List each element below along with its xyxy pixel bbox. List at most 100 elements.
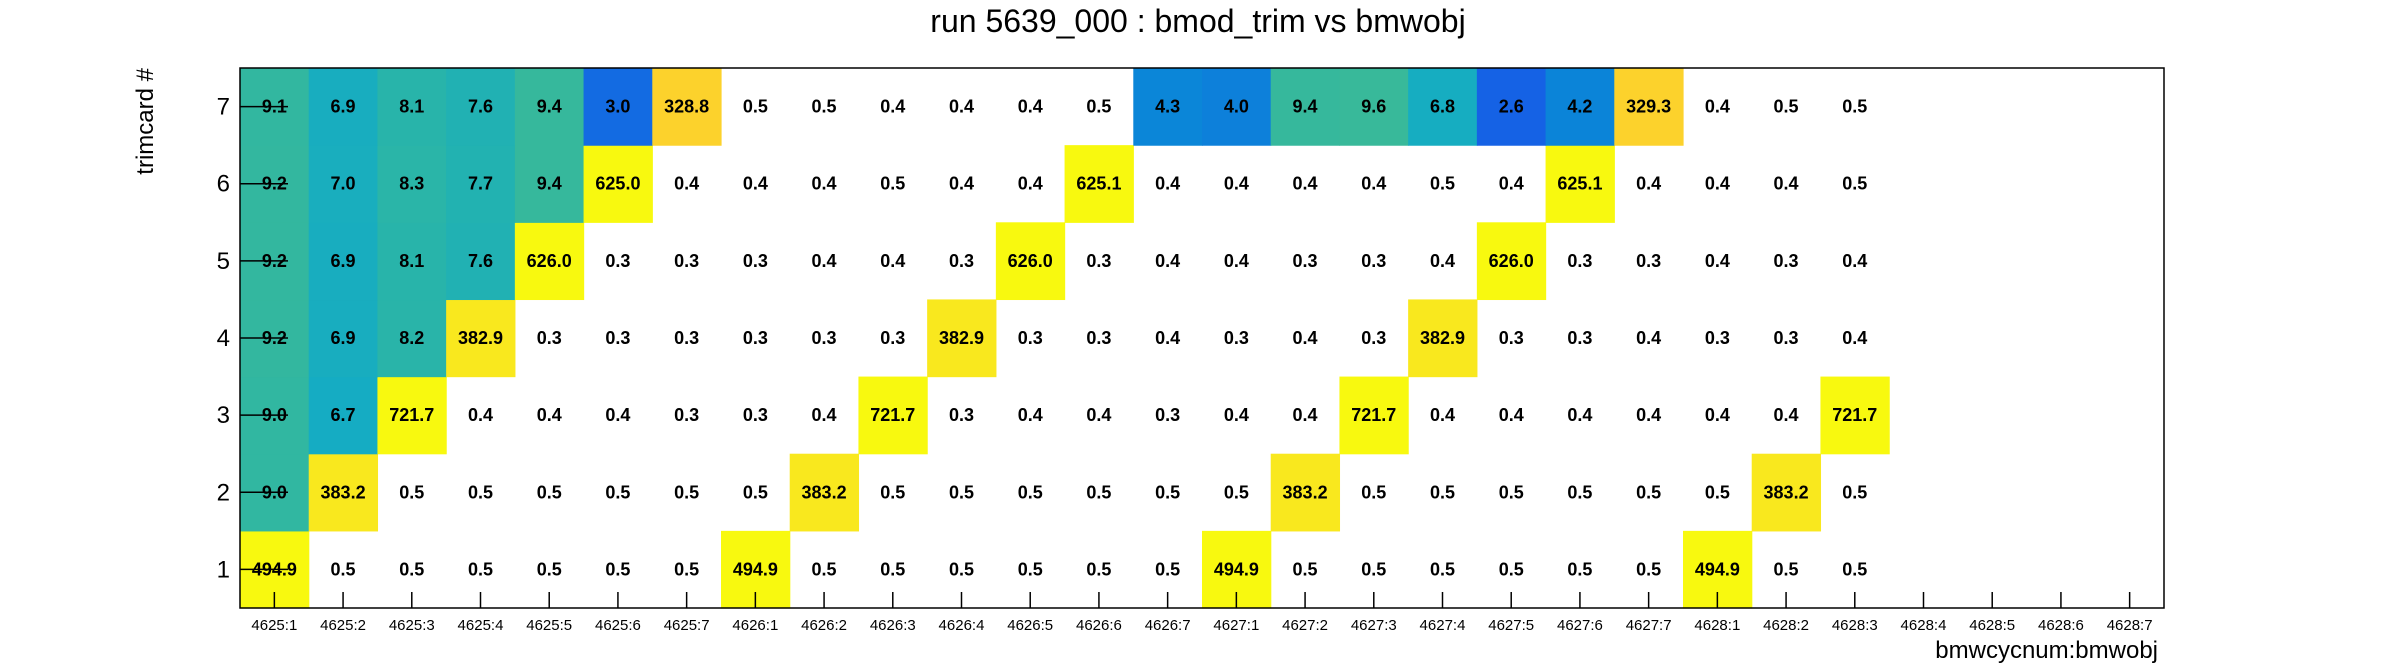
cell-value-label: 0.4 [1705, 174, 1730, 194]
heatmap-cell [789, 453, 860, 532]
y-tick-label: 2 [217, 479, 230, 506]
heatmap-cell [1202, 68, 1272, 146]
heatmap-cell [1339, 376, 1409, 455]
cell-value-label: 0.5 [1155, 559, 1180, 579]
cell-value-label: 0.5 [331, 559, 356, 579]
cell-value-label: 0.5 [1018, 559, 1043, 579]
cell-value-label: 0.4 [468, 405, 493, 425]
cell-value-label: 4.3 [1155, 97, 1180, 117]
cell-value-label: 626.0 [527, 251, 572, 271]
cell-value-label: 0.5 [1636, 482, 1661, 502]
cell-value-label: 0.4 [1018, 97, 1043, 117]
cell-value-label: 0.4 [1224, 405, 1249, 425]
cell-value-label: 0.5 [743, 482, 768, 502]
cell-value-label: 0.4 [812, 251, 837, 271]
heatmap-cell [995, 222, 1066, 301]
cell-value-label: 0.3 [1499, 328, 1524, 348]
cell-value-label: 0.5 [949, 559, 974, 579]
heatmap-cell [1408, 299, 1478, 378]
x-tick-label: 4625:4 [458, 617, 504, 634]
cell-value-label: 9.4 [537, 97, 562, 117]
cell-value-label: 383.2 [321, 482, 366, 502]
cell-value-label: 0.4 [812, 405, 837, 425]
cell-value-label: 0.5 [1842, 559, 1867, 579]
x-tick-label: 4625:1 [251, 617, 297, 634]
heatmap-cell [1476, 222, 1547, 301]
cell-value-label: 0.3 [605, 251, 630, 271]
cell-value-label: 0.4 [1499, 174, 1524, 194]
x-tick-label: 4628:5 [1969, 617, 2015, 634]
y-axis: 1 2 3 4 5 6 7 [217, 94, 288, 583]
heatmap-cell [377, 68, 447, 146]
cell-value-label: 0.4 [1636, 328, 1661, 348]
cell-value-label: 0.5 [1842, 97, 1867, 117]
cell-value-label: 626.0 [1008, 251, 1053, 271]
x-tick-label: 4627:2 [1282, 617, 1328, 634]
cell-value-label: 0.4 [537, 405, 562, 425]
x-tick-label: 4626:4 [939, 617, 985, 634]
x-tick-label: 4625:6 [595, 617, 641, 634]
cell-value-label: 0.5 [468, 559, 493, 579]
heatmap-cell [1545, 145, 1615, 223]
cell-value-label: 0.5 [880, 482, 905, 502]
cell-value-label: 625.0 [595, 174, 640, 194]
cell-value-label: 0.5 [468, 482, 493, 502]
cell-value-label: 383.2 [802, 482, 847, 502]
cell-value-label: 0.4 [1293, 328, 1318, 348]
x-tick-label: 4626:6 [1076, 617, 1122, 634]
cell-value-label: 721.7 [1832, 405, 1877, 425]
cell-value-label: 2.6 [1499, 97, 1524, 117]
cell-value-label: 0.3 [743, 251, 768, 271]
cell-value-label: 625.1 [1076, 174, 1121, 194]
cell-value-label: 0.4 [949, 97, 974, 117]
heatmap-cell [308, 376, 379, 455]
cell-value-label: 0.3 [1636, 251, 1661, 271]
cell-value-label: 7.6 [468, 97, 493, 117]
cell-value-label: 0.3 [880, 328, 905, 348]
cell-value-label: 0.3 [1774, 251, 1799, 271]
x-tick-label: 4626:5 [1007, 617, 1053, 634]
cell-value-label: 0.3 [1224, 328, 1249, 348]
cell-value-label: 8.1 [399, 97, 424, 117]
cell-value-label: 0.3 [949, 251, 974, 271]
cell-value-label: 0.5 [1430, 482, 1455, 502]
x-tick-label: 4626:7 [1145, 617, 1191, 634]
x-tick-label: 4627:7 [1626, 617, 1672, 634]
x-tick-label: 4628:6 [2038, 617, 2084, 634]
cell-value-label: 0.4 [1842, 251, 1867, 271]
x-tick-label: 4627:6 [1557, 617, 1603, 634]
cell-value-label: 0.5 [1567, 482, 1592, 502]
heatmap-cell [377, 222, 447, 301]
y-tick-label: 4 [217, 325, 230, 352]
cell-value-label: 0.3 [1155, 405, 1180, 425]
x-tick-label: 4628:2 [1763, 617, 1809, 634]
cell-value-label: 0.4 [880, 251, 905, 271]
chart-title: run 5639_000 : bmod_trim vs bmwobj [930, 3, 1465, 39]
cell-value-label: 7.7 [468, 174, 493, 194]
cell-value-label: 626.0 [1489, 251, 1534, 271]
cell-value-label: 0.3 [674, 328, 699, 348]
cell-value-label: 382.9 [458, 328, 503, 348]
cell-value-label: 0.5 [743, 97, 768, 117]
cell-value-label: 0.5 [880, 559, 905, 579]
cell-value-label: 6.9 [331, 97, 356, 117]
cell-value-label: 0.5 [1499, 559, 1524, 579]
heatmap-cell [1545, 68, 1615, 146]
cell-value-label: 0.5 [1361, 482, 1386, 502]
cell-value-label: 0.4 [1018, 174, 1043, 194]
cell-value-label: 0.4 [674, 174, 699, 194]
heatmap-cell [514, 68, 585, 146]
cell-value-label: 0.5 [1086, 559, 1111, 579]
cell-value-label: 0.3 [743, 405, 768, 425]
x-axis-title: bmwcycnum:bmwobj [1935, 637, 2158, 664]
cell-value-label: 0.4 [812, 174, 837, 194]
cell-value-label: 0.4 [1430, 251, 1455, 271]
cell-value-label: 4.2 [1567, 97, 1592, 117]
cell-value-label: 0.5 [1086, 97, 1111, 117]
cell-value-label: 328.8 [664, 97, 709, 117]
cell-value-label: 383.2 [1764, 482, 1809, 502]
cell-value-label: 0.3 [1361, 328, 1386, 348]
heatmap-cell [308, 299, 379, 378]
cell-value-label: 0.5 [674, 482, 699, 502]
